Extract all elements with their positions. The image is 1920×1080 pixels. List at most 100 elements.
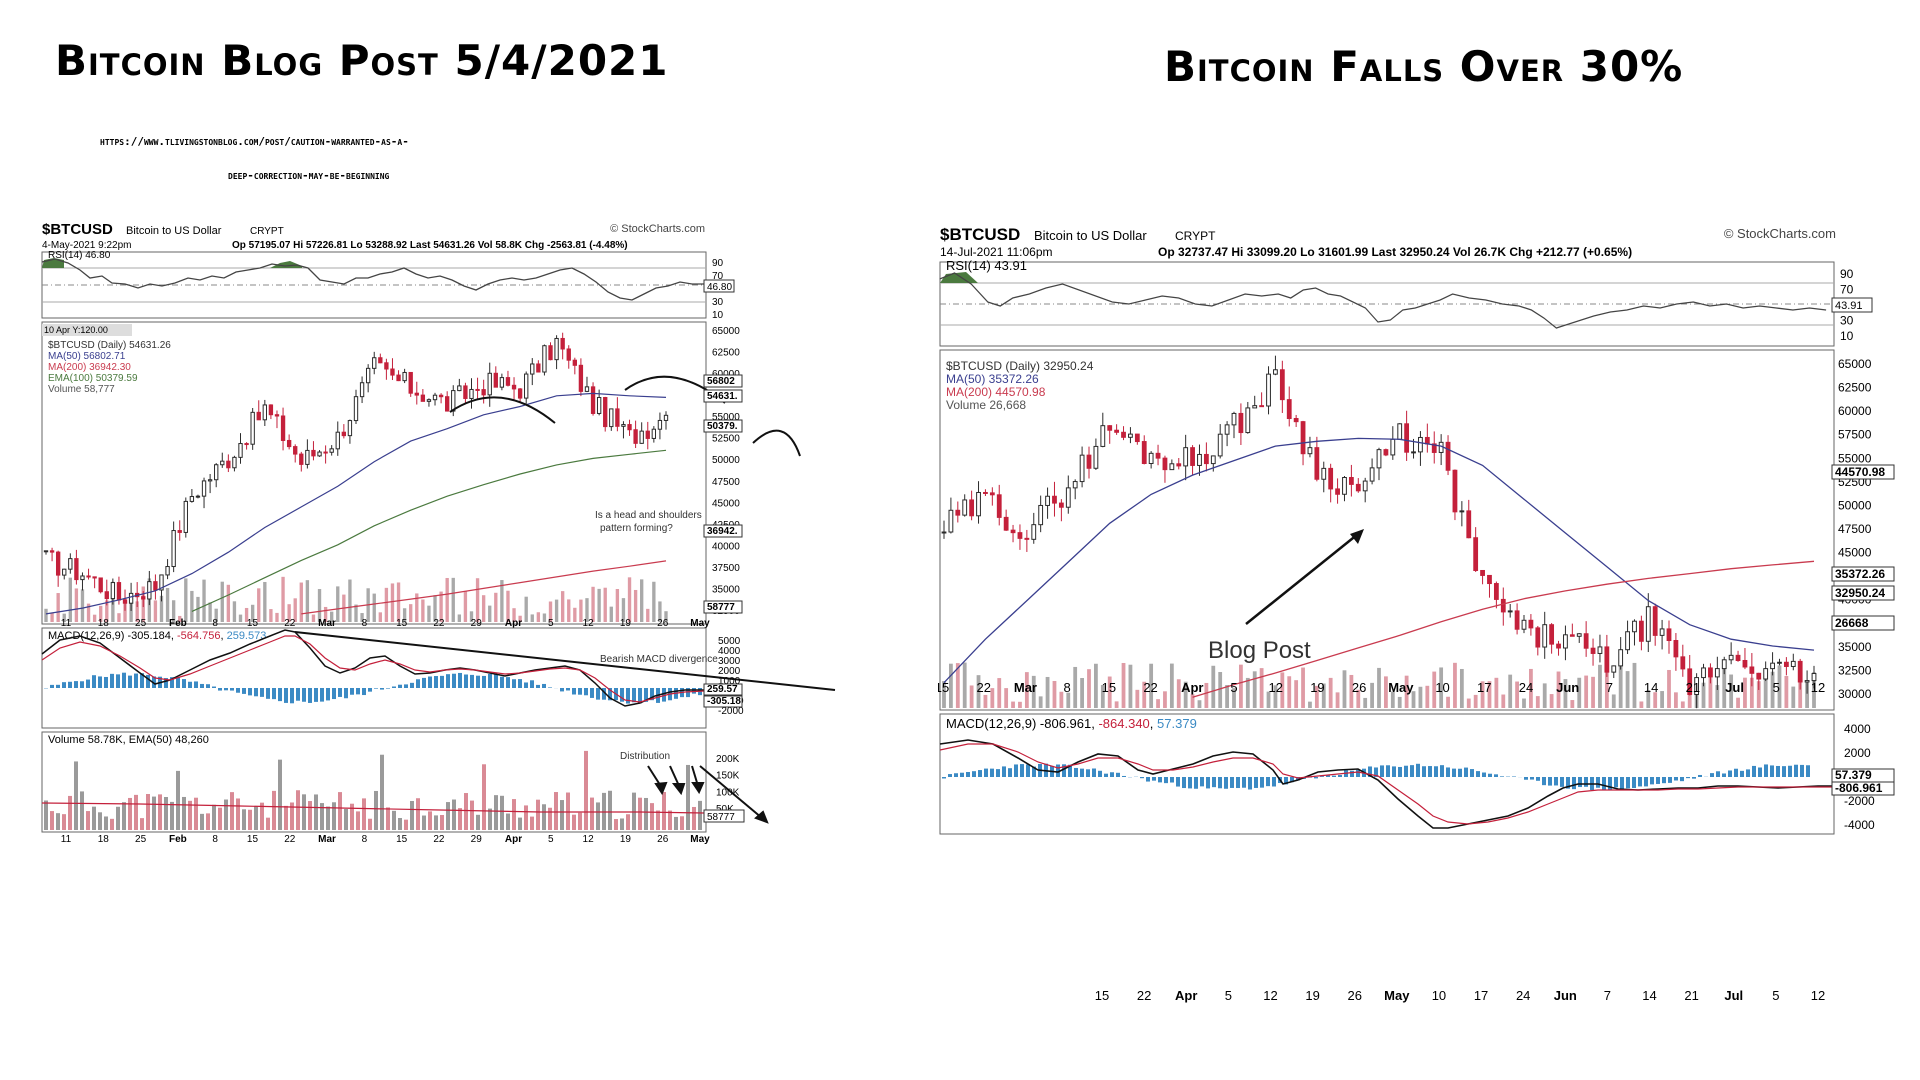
right-exchange: CRYPT: [1175, 229, 1216, 243]
volume-bar: [439, 591, 443, 622]
volume-bar: [1591, 676, 1595, 708]
candle-body: [445, 396, 450, 412]
macd-hist-bar: [1200, 777, 1204, 787]
macd-hist-bar: [1524, 777, 1528, 780]
value-box-label: 54631.: [707, 391, 738, 402]
macd-hist-bar: [948, 774, 952, 777]
right-x-label: 12: [1811, 680, 1825, 695]
candle-body: [1224, 424, 1230, 435]
candle-body: [195, 495, 201, 498]
macd-hist-bar: [1548, 777, 1552, 786]
candle-body: [469, 388, 474, 399]
right-x-bottom-label: 12: [1263, 988, 1277, 1003]
volume-bar: [404, 819, 408, 830]
volume-bar: [176, 770, 180, 830]
macd-hist-bar: [626, 688, 630, 704]
macd-hist-bar: [1770, 765, 1774, 777]
volume-bar: [597, 588, 601, 622]
left-x-label: 26: [657, 618, 669, 629]
left-x-bottom-label: 26: [657, 834, 669, 845]
macd-hist-bar: [1602, 777, 1606, 791]
right-x-label: Mar: [1014, 680, 1037, 695]
volume-bar: [680, 816, 684, 830]
left-candles: [43, 332, 669, 611]
legend-entry: Volume 26,668: [946, 398, 1026, 412]
candle-body: [1507, 610, 1513, 613]
left-macd-tick: 5000: [718, 636, 741, 647]
macd-hist-bar: [320, 688, 324, 702]
candle-body: [1203, 453, 1209, 465]
candle-body: [1100, 425, 1106, 447]
left-stockchart: $BTCUSD Bitcoin to US Dollar CRYPT © Sto…: [32, 218, 878, 1048]
candle-body: [1238, 412, 1244, 434]
candle-body: [1611, 665, 1617, 673]
macd-hist-bar: [1578, 777, 1582, 788]
right-blog-post-arrowhead: [1350, 529, 1364, 544]
candle-body: [1128, 433, 1133, 438]
macd-hist-bar: [1434, 766, 1438, 777]
volume-bar: [427, 605, 431, 622]
left-macd-tick: -2000: [718, 706, 744, 717]
left-x-label: 5: [548, 618, 554, 629]
candle-body: [189, 496, 195, 502]
volume-bar: [1425, 685, 1430, 708]
macd-hist-bar: [500, 676, 504, 688]
left-x-label: 15: [247, 618, 259, 629]
volume-bar: [566, 792, 570, 830]
right-price-tick: 57500: [1838, 428, 1872, 442]
macd-hist-bar: [146, 674, 150, 688]
macd-hist-bar: [1314, 777, 1318, 779]
macd-hist-bar: [1110, 772, 1114, 777]
volume-bar: [1031, 675, 1036, 708]
volume-bar: [1384, 676, 1388, 708]
blog-url-line-1[interactable]: https://www.tlivingstonblog.com/post/cau…: [100, 135, 409, 148]
volume-bar: [656, 810, 660, 830]
right-macd-tick: -4000: [1844, 818, 1875, 832]
value-box: [1831, 464, 1895, 480]
right-price-tick: 55000: [1838, 451, 1872, 465]
candle-body: [1701, 667, 1706, 679]
value-box: [1831, 615, 1895, 631]
volume-bar: [165, 587, 170, 622]
left-x-bottom-label: 22: [433, 834, 445, 845]
volume-bar: [1390, 691, 1395, 708]
macd-hist-bar: [1674, 777, 1678, 781]
candle-body: [621, 424, 626, 427]
macd-hist-bar: [1398, 766, 1402, 777]
macd-hist-bar: [260, 688, 264, 697]
macd-hist-bar: [1740, 770, 1744, 777]
candle-body: [1010, 529, 1016, 534]
macd-hist-bar: [1746, 769, 1750, 777]
macd-hist-bar: [972, 771, 976, 777]
legend-entry: MA(50) 35372.26: [946, 372, 1039, 386]
candle-body: [1687, 668, 1693, 695]
candle-body: [651, 428, 657, 439]
macd-hist-bar: [1290, 777, 1294, 783]
candle-body: [1673, 640, 1679, 658]
volume-bar: [1805, 681, 1809, 708]
volume-bar: [1515, 681, 1519, 708]
volume-bar: [1087, 669, 1091, 708]
volume-bar: [560, 591, 565, 622]
left-stockchart-svg: $BTCUSD Bitcoin to US Dollar CRYPT © Sto…: [32, 221, 836, 845]
macd-hist-bar: [1608, 777, 1612, 791]
volume-bar: [1239, 664, 1243, 708]
macd-hist-bar: [1482, 772, 1486, 777]
macd-hist-bar: [1776, 765, 1780, 777]
macd-hist-bar: [1758, 767, 1762, 777]
macd-hist-bar: [1680, 777, 1684, 782]
volume-bar: [591, 586, 595, 622]
macd-hist-bar: [1752, 765, 1756, 777]
candle-body: [584, 386, 590, 392]
volume-bar: [230, 792, 234, 830]
candle-body: [1314, 447, 1320, 480]
volume-bar: [1473, 694, 1478, 708]
value-box: [703, 600, 743, 614]
volume-bar: [362, 798, 366, 830]
volume-bar: [336, 586, 340, 622]
left-price-tick: 55000: [712, 412, 740, 423]
blog-url-line-2[interactable]: deep-correction-may-be-beginning: [228, 169, 390, 182]
candle-body: [147, 581, 152, 600]
volume-bar: [415, 593, 419, 622]
volume-bar: [1453, 662, 1457, 708]
